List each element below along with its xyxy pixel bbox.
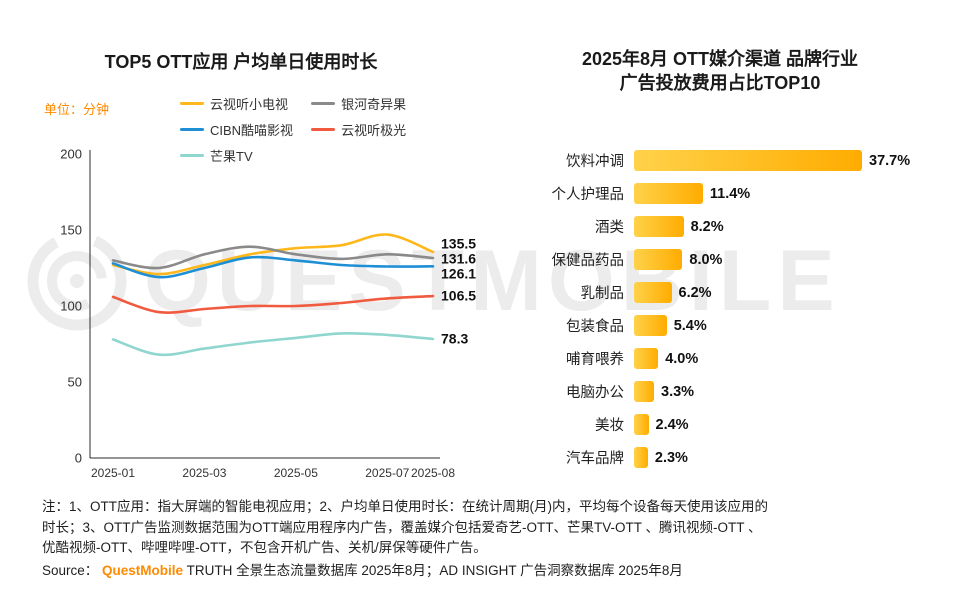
bar — [634, 414, 649, 435]
bar-value-label: 5.4% — [673, 317, 707, 334]
bar — [634, 183, 703, 204]
series-end-value: 135.5 — [441, 235, 476, 251]
left-chart-title: TOP5 OTT应用 户均单日使用时长 — [104, 52, 378, 72]
legend-label: 芒果TV — [210, 149, 253, 164]
legend-item: 云视听极光 — [311, 120, 406, 139]
legend-label: 云视听极光 — [341, 123, 407, 138]
x-tick-label: 2025-05 — [274, 466, 318, 480]
bar-category-label: 汽车品牌 — [566, 451, 624, 467]
bar-value-label: 2.3% — [654, 449, 688, 466]
note-line: 注：1、OTT应用：指大屏端的智能电视应用；2、户均单日使用时长：在统计周期(月… — [42, 499, 768, 514]
bar-value-label: 11.4% — [709, 185, 751, 202]
series-end-value: 78.3 — [441, 330, 468, 346]
line-series — [111, 245, 435, 270]
bar-category-label: 包装食品 — [566, 319, 624, 335]
bar-row: 哺育喂养 4.0% — [528, 348, 952, 369]
bar-value-label: 6.2% — [678, 284, 712, 301]
bar-row: 乳制品 6.2% — [528, 282, 952, 303]
bar — [634, 216, 684, 237]
legend-swatch — [311, 102, 336, 105]
note-line: 时长；3、OTT广告监测数据范围为OTT端应用程序内广告，覆盖媒介包括爱奇艺-O… — [42, 519, 762, 535]
bar-category-label: 美妆 — [595, 418, 624, 434]
bar-category-label: 乳制品 — [580, 286, 625, 302]
legend-item: 银河奇异果 — [311, 94, 406, 113]
bar-row: 电脑办公 3.3% — [528, 381, 952, 402]
bar — [634, 249, 683, 270]
bar-value-label: 3.3% — [661, 383, 695, 400]
y-tick-label: 50 — [68, 375, 82, 390]
legend-swatch — [180, 102, 204, 105]
right-chart-title-line2: 广告投放费用占比TOP10 — [619, 72, 821, 93]
bar-row: 饮料冲调 37.7% — [528, 150, 952, 171]
legend-label: CIBN酷喵影视 — [210, 123, 294, 138]
right-chart-title-line1: 2025年8月 OTT媒介渠道 品牌行业 — [581, 49, 859, 69]
legend-label: 云视听小电视 — [210, 97, 289, 112]
series-end-value: 126.1 — [441, 265, 476, 281]
bar-value-label: 2.4% — [655, 416, 689, 433]
line-legend: 云视听小电视 银河奇异果 CIBN酷喵影视 云视听极光芒果TV — [180, 94, 406, 165]
bar-category-label: 哺育喂养 — [566, 352, 624, 368]
bar-category-label: 个人护理品 — [551, 187, 625, 203]
y-tick-label: 200 — [60, 147, 82, 162]
bar-category-label: 保健品药品 — [551, 253, 625, 269]
bar — [634, 150, 862, 171]
unit-label: 单位：分钟 — [44, 102, 110, 117]
legend-label: 银河奇异果 — [341, 97, 407, 112]
source-brand: QuestMobile — [102, 562, 184, 578]
note-line: 优酷视频-OTT、哔哩哔哩-OTT，不包含开机广告、关机/屏保等硬件广告。 — [42, 540, 487, 556]
bar-row: 包装食品 5.4% — [528, 315, 952, 336]
legend-item: 云视听小电视 — [180, 94, 293, 113]
x-tick-label: 2025-07 — [365, 466, 409, 480]
bar — [634, 381, 654, 402]
legend-swatch — [180, 154, 204, 157]
bar-category-label: 电脑办公 — [566, 385, 624, 401]
source-suffix: TRUTH 全景生态流量数据库 2025年8月；AD INSIGHT 广告洞察数… — [186, 562, 683, 578]
bar — [634, 315, 667, 336]
bar-category-label: 酒类 — [595, 220, 624, 236]
x-tick-label: 2025-03 — [182, 466, 226, 480]
legend-swatch — [311, 128, 336, 131]
notes: 注：1、OTT应用：指大屏端的智能电视应用；2、户均单日使用时长：在统计周期(月… — [42, 497, 926, 581]
line-series — [111, 294, 435, 314]
bar-row: 保健品药品 8.0% — [528, 249, 952, 270]
source-line: Source： QuestMobile TRUTH 全景生态流量数据库 2025… — [42, 561, 926, 582]
bar-rows: 饮料冲调 37.7% 个人护理品 11.4% 酒类 8.2% 保健品药品 8.0% 乳制品 6.2… — [528, 150, 952, 480]
legend-swatch — [180, 128, 204, 131]
bar — [634, 447, 648, 468]
bar-row: 美妆 2.4% — [528, 414, 952, 435]
line-chart-svg: 0 50 100 150 200 2025-01 2025-03 2025-05 2025-07… — [60, 147, 476, 481]
legend-item: 芒果TV — [180, 146, 293, 165]
bar-category-label: 饮料冲调 — [566, 154, 624, 170]
bar-row: 汽车品牌 2.3% — [528, 447, 952, 468]
x-tick-label: 2025-01 — [91, 466, 135, 480]
line-series — [111, 255, 435, 279]
bar — [634, 348, 659, 369]
bar-row: 个人护理品 11.4% — [528, 183, 952, 204]
series-end-value: 131.6 — [441, 250, 476, 266]
bar — [634, 282, 672, 303]
line-series — [111, 331, 435, 357]
bar-value-label: 4.0% — [665, 350, 699, 367]
legend-item: CIBN酷喵影视 — [180, 120, 293, 139]
bar-value-label: 8.0% — [689, 251, 723, 268]
y-tick-label: 100 — [60, 299, 82, 314]
bar-row: 酒类 8.2% — [528, 216, 952, 237]
bar-value-label: 8.2% — [690, 218, 724, 235]
x-tick-label: 2025-08 — [411, 466, 455, 480]
source-prefix: Source： — [42, 562, 99, 578]
y-tick-label: 150 — [60, 223, 82, 238]
bar-value-label: 37.7% — [869, 152, 911, 169]
series-end-value: 106.5 — [441, 288, 476, 304]
y-tick-label: 0 — [75, 451, 82, 466]
right-chart-title: 2025年8月 OTT媒介渠道 品牌行业 广告投放费用占比TOP10 — [508, 48, 932, 96]
